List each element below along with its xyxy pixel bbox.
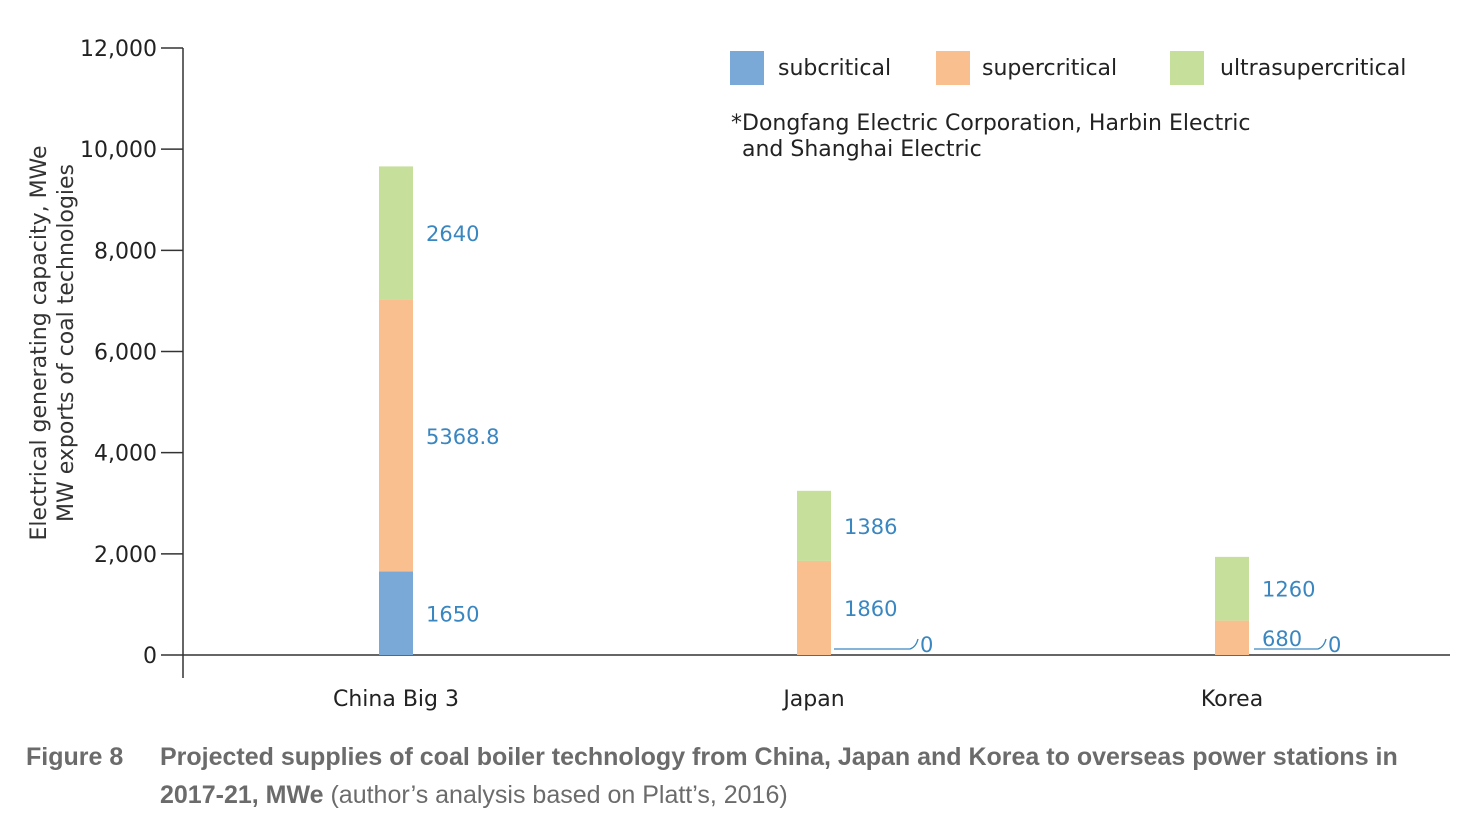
figure-number: Figure 8: [26, 743, 124, 771]
y-tick-label: 10,000: [80, 138, 157, 163]
note-line: *Dongfang Electric Corporation, Harbin E…: [731, 111, 1251, 136]
y-axis: 0 2,000 4,000 6,000 8,000 10,000 12,000: [80, 37, 184, 678]
legend-label: subcritical: [778, 56, 891, 81]
legend-swatch-supercritical: [936, 51, 970, 85]
chart-note: *Dongfang Electric Corporation, Harbin E…: [731, 111, 1251, 162]
note-line: and Shanghai Electric: [742, 137, 982, 162]
x-tick-label: China Big 3: [333, 687, 459, 712]
zero-leader-line: [834, 638, 919, 650]
stacked-bar-chart: 0 2,000 4,000 6,000 8,000 10,000 12,000 China …: [27, 37, 1450, 712]
bar-supercritical: [379, 299, 413, 572]
bar-ultrasupercritical: [797, 490, 831, 561]
y-axis-label: Electrical generating capacity, MWe MW ex…: [27, 145, 79, 540]
bar-ultrasupercritical: [379, 166, 413, 300]
y-tick-label: 2,000: [94, 543, 157, 568]
legend-swatch-subcritical: [730, 51, 764, 85]
data-label: 0: [1328, 633, 1341, 657]
legend: subcritical supercritical ultrasupercritic…: [730, 51, 1406, 85]
y-tick-label: 12,000: [80, 37, 157, 62]
data-labels: 1650 5368.8 2640 0 1860 1386 0 680 1260: [426, 222, 1341, 657]
y-axis-title-line: Electrical generating capacity, MWe: [27, 145, 52, 540]
x-axis: China Big 3 Japan Korea: [183, 654, 1450, 712]
y-tick-label: 8,000: [94, 239, 157, 264]
data-label: 1650: [426, 602, 479, 626]
data-label: 1860: [844, 597, 897, 621]
legend-label: ultrasupercritical: [1220, 56, 1406, 81]
figure-caption-body: Projected supplies of coal boiler techno…: [160, 738, 1410, 814]
legend-label: supercritical: [982, 56, 1117, 81]
bar-subcritical: [379, 571, 413, 655]
bar-supercritical: [1215, 620, 1249, 655]
x-tick-label: Korea: [1201, 687, 1263, 712]
legend-swatch-ultrasupercritical: [1170, 51, 1204, 85]
x-tick-label: Japan: [781, 687, 844, 712]
y-tick-label: 6,000: [94, 341, 157, 366]
figure-title: Projected supplies of coal boiler techno…: [160, 743, 1398, 809]
bars: [379, 166, 1249, 655]
data-label: 680: [1262, 627, 1302, 651]
bar-ultrasupercritical: [1215, 556, 1249, 621]
data-label: 5368.8: [426, 425, 499, 449]
y-axis-title-line: MW exports of coal technologies: [54, 164, 79, 522]
bar-supercritical: [797, 560, 831, 655]
y-tick-label: 4,000: [94, 442, 157, 467]
data-label: 0: [920, 633, 933, 657]
figure-source: (author’s analysis based on Platt’s, 201…: [323, 781, 788, 809]
zero-leader-line: [1254, 638, 1327, 650]
y-tick-label: 0: [143, 644, 157, 669]
data-label: 1260: [1262, 578, 1315, 602]
data-label: 1386: [844, 515, 897, 539]
data-label: 2640: [426, 222, 479, 246]
